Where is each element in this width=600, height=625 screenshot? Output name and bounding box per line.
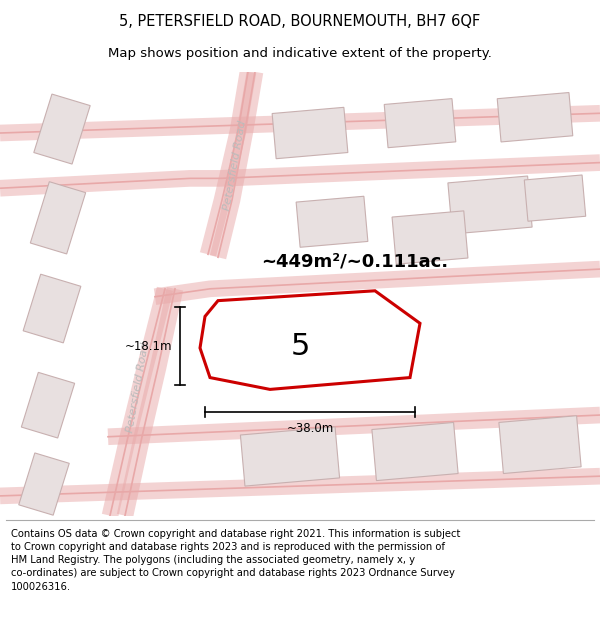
Text: ~18.1m: ~18.1m [125, 339, 172, 352]
Text: 5: 5 [290, 331, 310, 361]
Text: ~38.0m: ~38.0m [286, 422, 334, 435]
Polygon shape [272, 107, 348, 159]
Polygon shape [499, 416, 581, 474]
Polygon shape [31, 182, 86, 254]
Polygon shape [22, 372, 74, 438]
Text: Petersfield Road: Petersfield Road [222, 120, 248, 211]
Polygon shape [392, 211, 468, 264]
Polygon shape [19, 453, 69, 515]
Polygon shape [241, 427, 340, 486]
Text: ~449m²/~0.111ac.: ~449m²/~0.111ac. [262, 253, 449, 270]
Text: Contains OS data © Crown copyright and database right 2021. This information is : Contains OS data © Crown copyright and d… [11, 529, 460, 591]
Text: Map shows position and indicative extent of the property.: Map shows position and indicative extent… [108, 48, 492, 61]
Polygon shape [524, 175, 586, 221]
Polygon shape [448, 176, 532, 234]
Polygon shape [497, 92, 573, 142]
Polygon shape [296, 196, 368, 248]
Text: Petersfield Road: Petersfield Road [125, 342, 151, 433]
Polygon shape [34, 94, 90, 164]
Polygon shape [384, 99, 456, 148]
Polygon shape [200, 291, 420, 389]
Text: 5, PETERSFIELD ROAD, BOURNEMOUTH, BH7 6QF: 5, PETERSFIELD ROAD, BOURNEMOUTH, BH7 6Q… [119, 14, 481, 29]
Polygon shape [23, 274, 81, 343]
Polygon shape [372, 422, 458, 481]
